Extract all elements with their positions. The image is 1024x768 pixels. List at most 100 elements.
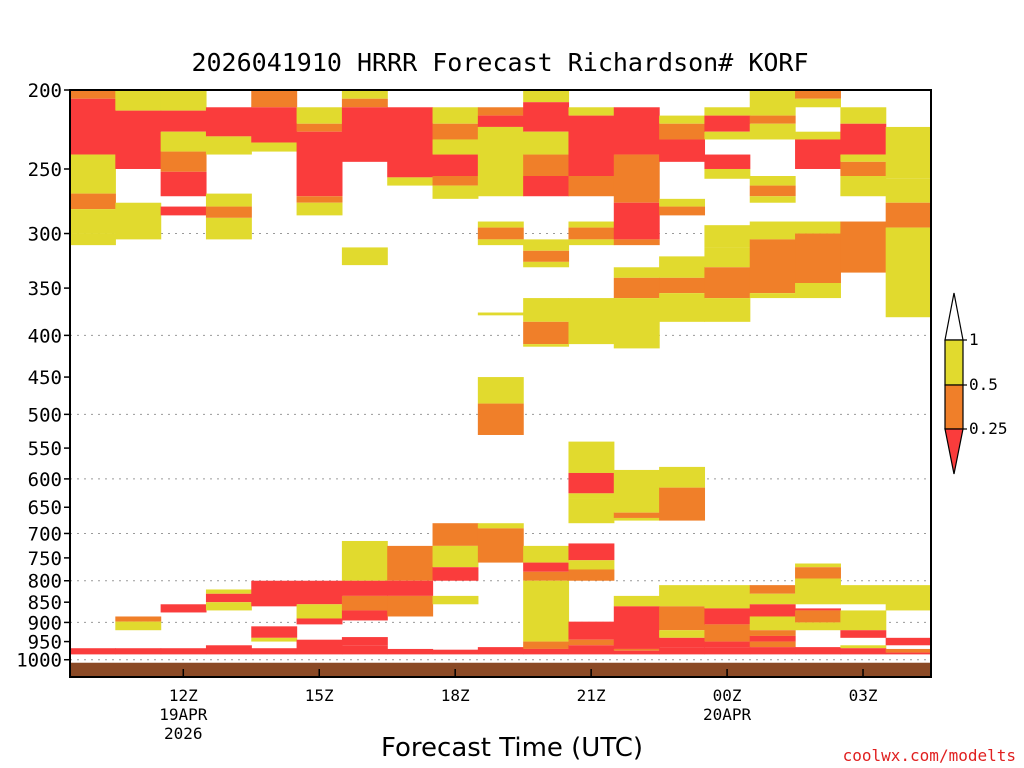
colorbar-label: 0.25 <box>969 419 1008 438</box>
ri-cell <box>613 595 660 607</box>
ri-cell <box>568 239 615 246</box>
ri-cell <box>749 176 796 186</box>
ri-cell <box>160 648 207 655</box>
ri-cell <box>795 567 841 579</box>
ri-cell <box>749 635 796 642</box>
ri-cell <box>795 563 841 568</box>
ri-cell <box>749 647 796 655</box>
ri-cell <box>432 185 479 199</box>
ri-cell <box>296 580 343 605</box>
y-tick-label: 850 <box>28 592 62 614</box>
ri-cell <box>659 487 706 521</box>
ri-cell <box>795 608 841 611</box>
x-axis-label: Forecast Time (UTC) <box>380 733 643 763</box>
ri-cell <box>341 637 388 646</box>
ri-cell <box>523 154 570 177</box>
ri-cell <box>795 283 841 299</box>
ri-cell <box>70 98 116 155</box>
colorbar-bottom-arrow <box>944 428 964 475</box>
ri-cell <box>296 107 343 124</box>
ri-cell <box>840 610 887 631</box>
ri-cell <box>477 126 524 197</box>
ri-cell <box>659 198 706 207</box>
ri-cell <box>477 528 524 563</box>
ri-cell <box>160 604 207 613</box>
colorbar-band-mid <box>944 384 964 430</box>
ri-cell <box>341 540 388 581</box>
ri-cell <box>115 616 162 622</box>
ri-cell <box>523 580 570 642</box>
ri-cell <box>523 545 570 563</box>
ri-cell <box>160 151 207 172</box>
ri-cell <box>205 206 252 218</box>
ri-cell <box>251 580 298 607</box>
ri-cell <box>205 217 252 240</box>
ri-cell <box>568 621 615 640</box>
ri-cell <box>251 90 298 108</box>
ri-cell <box>341 580 388 596</box>
ri-cell <box>523 344 570 347</box>
ri-cell <box>205 593 252 603</box>
x-tick-sublabel: 2026 <box>164 724 203 743</box>
ri-cell <box>296 618 343 625</box>
y-tick-label: 300 <box>28 224 62 246</box>
ri-cell <box>613 650 660 655</box>
ri-cell <box>432 139 479 155</box>
ri-cell <box>205 107 252 121</box>
ri-cell <box>432 595 479 605</box>
ri-cell <box>296 123 343 132</box>
ri-cell <box>205 589 252 594</box>
ri-cell <box>568 441 615 473</box>
ri-cell <box>568 645 615 655</box>
ri-cell <box>477 403 524 435</box>
x-tick-label: 00Z <box>713 686 742 705</box>
ri-cell <box>251 648 298 655</box>
y-tick-label: 800 <box>28 571 62 593</box>
ri-cell <box>704 608 751 625</box>
ri-cell <box>205 645 252 655</box>
ri-cell <box>568 176 615 197</box>
ri-cell <box>296 131 343 197</box>
ri-cell <box>251 626 298 638</box>
ri-cell <box>613 606 660 649</box>
ri-cell <box>840 630 887 638</box>
ri-cell <box>749 616 796 631</box>
colorbar-top-arrow <box>944 292 964 341</box>
ri-cell <box>749 630 796 636</box>
ri-cell <box>704 107 751 116</box>
ri-cell <box>749 239 796 294</box>
y-tick-label: 350 <box>28 278 62 300</box>
ri-cell <box>568 472 615 494</box>
credit-link[interactable]: coolwx.com/modelts <box>842 746 1016 765</box>
ri-cell <box>840 221 887 273</box>
ri-cell <box>795 131 841 140</box>
ri-cell <box>613 277 660 299</box>
ri-cell <box>296 202 343 216</box>
ri-cell <box>795 647 841 655</box>
ri-cell <box>568 569 615 581</box>
y-tick-label: 400 <box>28 325 62 347</box>
x-tick-label: 18Z <box>441 686 470 705</box>
ground-band <box>70 662 931 677</box>
ri-cell <box>885 652 932 655</box>
ri-cell <box>477 647 524 655</box>
ri-cell <box>70 209 116 234</box>
ri-cell <box>296 196 343 203</box>
ri-cell <box>613 267 660 278</box>
ri-cell <box>704 154 751 169</box>
chart-title: 2026041910 HRRR Forecast Richardson# KOR… <box>191 48 809 77</box>
ri-cell <box>341 595 388 611</box>
y-tick-label: 600 <box>28 469 62 491</box>
ri-cell <box>160 110 207 132</box>
y-tick-label: 900 <box>28 612 62 634</box>
ri-cell <box>115 202 162 240</box>
ri-cell <box>704 168 751 179</box>
x-tick-label: 12Z <box>169 686 198 705</box>
ri-cell <box>704 641 751 648</box>
ri-cell <box>523 641 570 649</box>
ri-cell <box>795 578 841 605</box>
y-axis: 200 250 300 350 400 450 500 550 600 650 700 7508008… <box>16 80 70 672</box>
ri-cell <box>341 247 388 266</box>
ri-cell <box>885 227 932 318</box>
